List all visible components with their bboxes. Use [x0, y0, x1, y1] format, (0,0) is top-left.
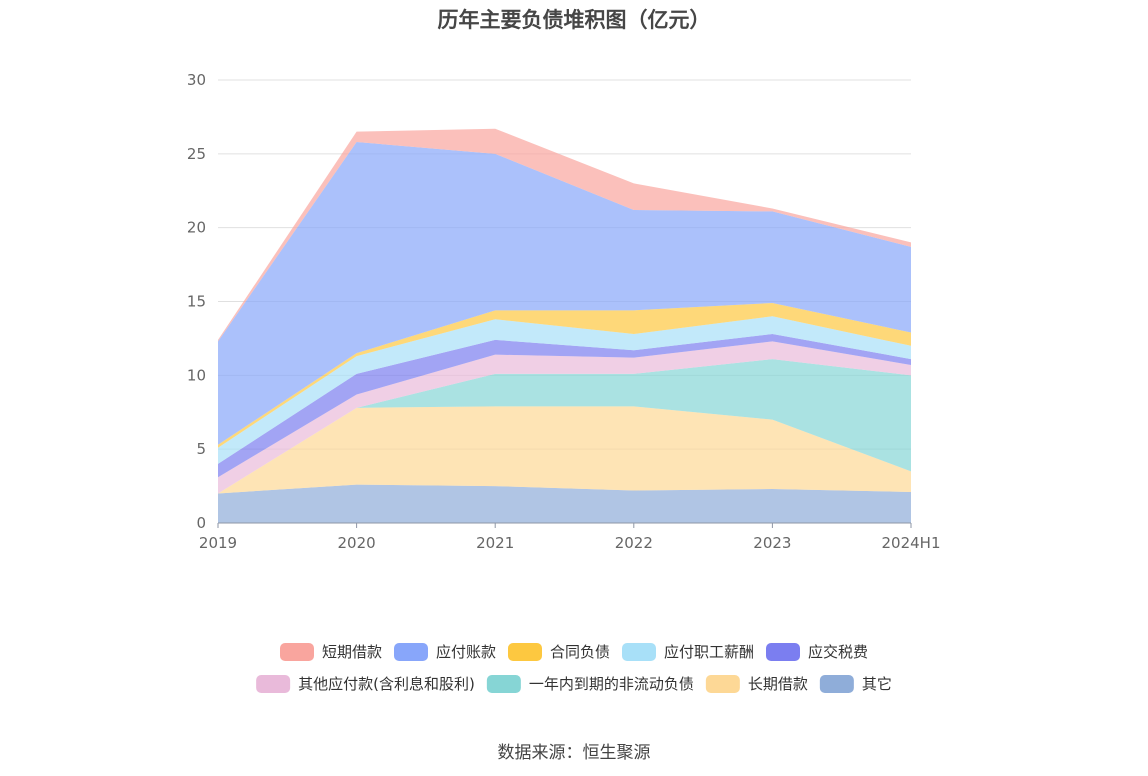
legend-item[interactable]: 短期借款: [279, 643, 382, 661]
chart-title: 历年主要负债堆积图（亿元）: [437, 8, 711, 32]
legend-item[interactable]: 一年内到期的非流动负债: [486, 675, 694, 693]
legend-label: 应交税费: [808, 643, 868, 661]
x-tick-label: 2020: [338, 534, 376, 552]
legend-label: 长期借款: [748, 675, 808, 693]
legend-swatch: [819, 675, 854, 693]
legend-label: 其他应付款(含利息和股利): [298, 675, 475, 693]
area-series[interactable]: [218, 406, 911, 494]
legend-swatch: [622, 643, 657, 661]
legend-swatch: [256, 675, 291, 693]
y-tick-label: 30: [187, 71, 206, 89]
legend-swatch: [507, 643, 542, 661]
legend-item[interactable]: 合同负债: [507, 643, 610, 661]
y-tick-label: 25: [187, 145, 206, 163]
legend-swatch: [279, 643, 314, 661]
area-series[interactable]: [218, 484, 911, 523]
y-tick-label: 15: [187, 293, 206, 311]
area-series[interactable]: [218, 128, 911, 342]
legend-swatch: [705, 675, 740, 693]
legend-swatch: [486, 675, 521, 693]
y-tick-label: 20: [187, 219, 206, 237]
legend-label: 应付职工薪酬: [664, 643, 754, 661]
axes: 0 5 10 15 20 25 30 2019 2020 2021 2022 2023 2024H1: [187, 71, 941, 552]
legend-swatch: [766, 643, 801, 661]
area-series[interactable]: [218, 142, 911, 445]
legend-item[interactable]: 长期借款: [705, 675, 808, 693]
legend-item[interactable]: 应付职工薪酬: [622, 643, 754, 661]
x-tick-label: 2021: [476, 534, 514, 552]
data-source-note: 数据来源：恒生聚源: [497, 743, 651, 763]
y-tick-label: 0: [196, 514, 206, 532]
legend-label: 短期借款: [322, 643, 382, 661]
legend-item[interactable]: 其他应付款(含利息和股利): [256, 675, 475, 693]
legend-label: 其它: [862, 675, 892, 693]
legend-swatch: [393, 643, 428, 661]
legend-item[interactable]: 应付账款: [393, 643, 496, 661]
x-tick-label: 2023: [753, 534, 791, 552]
legend-label: 应付账款: [436, 643, 496, 661]
legend-item[interactable]: 其它: [819, 675, 892, 693]
y-tick-label: 5: [196, 440, 206, 458]
area-series[interactable]: [218, 333, 911, 478]
area-series[interactable]: [218, 341, 911, 494]
area-series[interactable]: [218, 359, 911, 494]
x-tick-label: 2022: [615, 534, 653, 552]
area-series[interactable]: [218, 316, 911, 464]
legend-label: 一年内到期的非流动负债: [529, 675, 694, 693]
legend-item[interactable]: 应交税费: [766, 643, 868, 661]
x-tick-label: 2024H1: [882, 534, 941, 552]
y-tick-label: 10: [187, 366, 206, 384]
area-series-layer: [218, 128, 911, 523]
legend-label: 合同负债: [550, 643, 610, 661]
x-tick-label: 2019: [199, 534, 237, 552]
